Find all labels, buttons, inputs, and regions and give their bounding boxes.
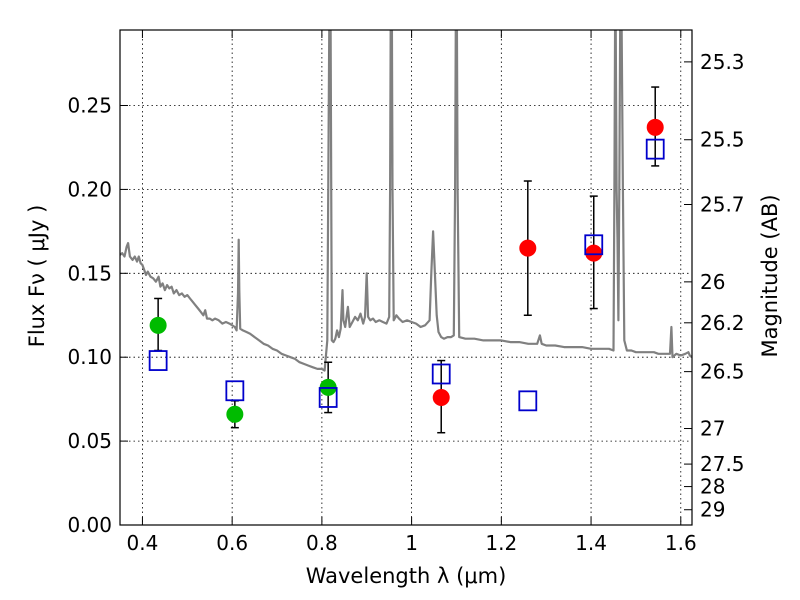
y-tick-label: 0.05 xyxy=(67,429,112,453)
y2-tick-label: 25.5 xyxy=(700,128,745,152)
data-point-square xyxy=(148,350,168,371)
y2-tick-label: 26.2 xyxy=(700,311,745,335)
y2-tick-label: 27.5 xyxy=(700,452,745,476)
x-tick-label: 1.4 xyxy=(575,531,607,555)
data-point-square xyxy=(584,234,604,256)
y2-tick-label: 26.5 xyxy=(700,360,745,384)
y-axis-title: Flux Fν ( μJy ) xyxy=(25,205,49,348)
points-layer xyxy=(148,86,665,434)
x-tick-label: 0.8 xyxy=(306,531,338,555)
y2-tick-label: 27 xyxy=(700,417,725,441)
x-tick-label: 1 xyxy=(405,531,418,555)
data-point-square xyxy=(225,380,245,402)
x-tick-label: 0.6 xyxy=(216,531,248,555)
data-point-circle xyxy=(585,244,603,262)
x-tick-label: 1.6 xyxy=(665,531,697,555)
y-tick-label: 0.10 xyxy=(67,345,112,369)
plot-frame xyxy=(119,29,693,526)
data-point-square xyxy=(645,138,665,160)
y2-tick-label: 25.3 xyxy=(700,50,745,74)
y-tick-label: 0.15 xyxy=(67,261,112,285)
ticks: 0.4 0.6 0.8 1 1.2 1.4 1.6 0.00 0.05 0.10 0.15 0.20 0… xyxy=(67,30,745,555)
y2-tick-label: 29 xyxy=(700,498,725,522)
y-tick-label: 0.20 xyxy=(67,177,112,201)
data-point-square xyxy=(518,390,538,412)
y2-tick-label: 28 xyxy=(700,475,725,499)
x-tick-label: 1.2 xyxy=(485,531,517,555)
data-point-circle xyxy=(226,405,244,423)
y2-tick-label: 26 xyxy=(700,270,725,294)
data-point-circle xyxy=(519,239,537,257)
data-point-circle xyxy=(646,118,664,136)
data-point-square xyxy=(431,363,451,385)
y-tick-label: 0.00 xyxy=(67,513,112,537)
data-point-circle xyxy=(432,388,450,406)
y2-tick-label: 25.7 xyxy=(700,193,745,217)
spectrum-layer xyxy=(120,30,692,372)
x-tick-label: 0.4 xyxy=(127,531,159,555)
spectrum-line xyxy=(120,30,692,372)
data-point-square xyxy=(318,387,338,408)
x-axis-title: Wavelength λ (μm) xyxy=(306,564,507,588)
y2-axis-title: Magnitude (AB) xyxy=(758,194,782,357)
y-tick-label: 0.25 xyxy=(67,94,112,118)
data-point-circle xyxy=(149,316,167,334)
